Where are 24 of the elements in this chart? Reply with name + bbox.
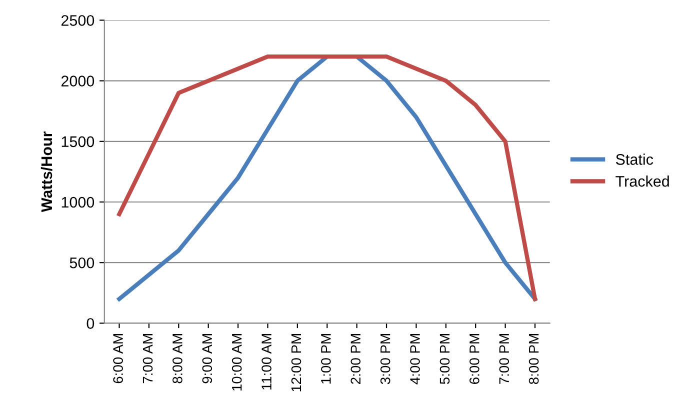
legend-label: Tracked bbox=[616, 176, 669, 187]
y-tick-label: 500 bbox=[70, 257, 94, 268]
y-axis-title: Watts/Hour bbox=[40, 131, 52, 212]
y-tick-label: 0 bbox=[86, 318, 94, 329]
x-tick-label: 7:00 AM bbox=[142, 334, 153, 384]
x-tick-label: 9:00 AM bbox=[202, 334, 212, 384]
y-tick-label: 1500 bbox=[62, 136, 94, 148]
x-tick-label: 2:00 PM bbox=[350, 334, 361, 384]
x-tick-label: 11:00 AM bbox=[262, 334, 272, 390]
x-tick-label: 7:00 PM bbox=[499, 334, 510, 384]
x-tick-label: 8:00 AM bbox=[172, 334, 182, 384]
y-tick-label: 1000 bbox=[62, 196, 94, 208]
x-tick-label: 3:00 PM bbox=[380, 334, 390, 384]
x-tick-label: 4:00 PM bbox=[410, 334, 420, 384]
x-tick-label: 5:00 PM bbox=[440, 334, 450, 384]
legend-label: Static bbox=[616, 154, 654, 165]
x-tick-label: 1:00 PM bbox=[321, 334, 331, 384]
y-tick-label: 2000 bbox=[61, 76, 94, 86]
x-tick-label: 12:00 PM bbox=[291, 334, 302, 392]
x-tick-label: 10:00 AM bbox=[232, 334, 242, 391]
y-tick-label: 2500 bbox=[61, 15, 94, 26]
x-tick-label: 8:00 PM bbox=[528, 334, 539, 384]
x-tick-label: 6:00 PM bbox=[469, 334, 480, 384]
x-tick-label: 6:00 AM bbox=[113, 334, 123, 384]
